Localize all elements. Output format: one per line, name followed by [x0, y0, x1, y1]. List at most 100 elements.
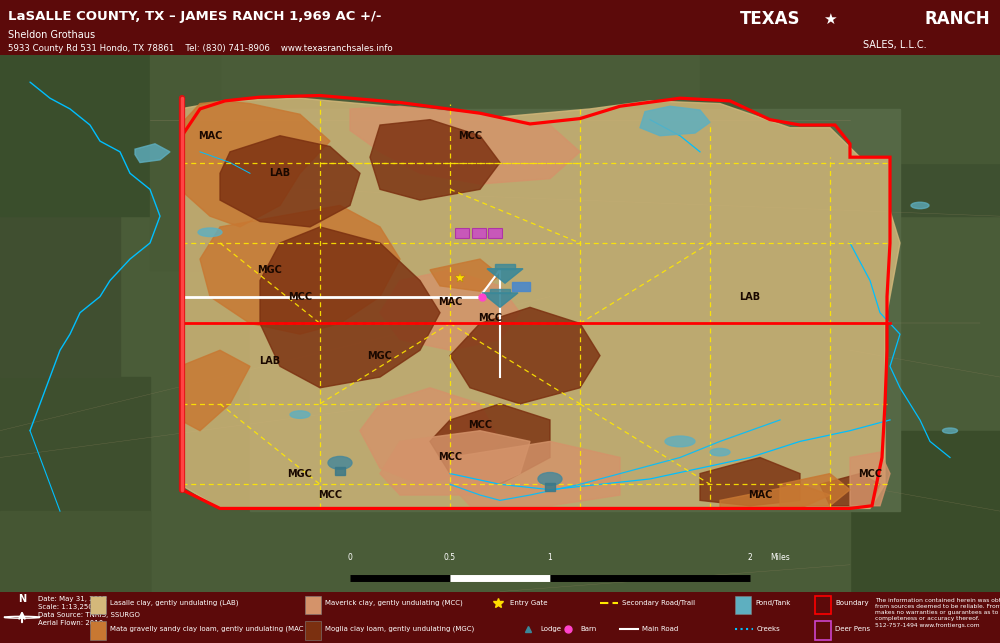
Bar	[335, 467, 345, 475]
Polygon shape	[720, 484, 830, 509]
Circle shape	[538, 473, 562, 485]
Text: LAB: LAB	[739, 292, 761, 302]
Text: Creeks: Creeks	[757, 626, 781, 631]
Text: MGC: MGC	[258, 265, 282, 275]
Text: MAC: MAC	[198, 131, 222, 141]
Text: N: N	[18, 594, 26, 604]
Polygon shape	[260, 227, 440, 388]
Bar	[472, 228, 486, 238]
Text: Lasalle clay, gently undulating (LAB): Lasalle clay, gently undulating (LAB)	[110, 600, 239, 606]
Ellipse shape	[911, 203, 929, 209]
Bar	[455, 228, 469, 238]
Polygon shape	[850, 55, 1000, 216]
Polygon shape	[380, 431, 530, 495]
Bar	[545, 484, 555, 491]
Bar	[815, 621, 831, 640]
Polygon shape	[180, 101, 330, 227]
Ellipse shape	[942, 428, 958, 433]
Text: Pond/Tank: Pond/Tank	[755, 600, 790, 606]
Text: MAC: MAC	[748, 490, 772, 500]
Bar	[735, 595, 751, 614]
Text: MCC: MCC	[478, 313, 502, 323]
Polygon shape	[640, 106, 710, 136]
Ellipse shape	[290, 411, 310, 419]
Text: Deer Pens: Deer Pens	[835, 626, 870, 631]
Text: LaSALLE COUNTY, TX – JAMES RANCH 1,969 AC +/-: LaSALLE COUNTY, TX – JAMES RANCH 1,969 A…	[8, 10, 382, 23]
Polygon shape	[180, 98, 900, 509]
Polygon shape	[380, 270, 520, 350]
Polygon shape	[850, 452, 890, 506]
Text: 0.5: 0.5	[444, 553, 456, 562]
Text: TEXAS: TEXAS	[740, 10, 800, 28]
Text: Boundary: Boundary	[835, 600, 869, 606]
Polygon shape	[250, 109, 900, 511]
Text: SALES, L.L.C.: SALES, L.L.C.	[863, 41, 927, 50]
Text: MGC: MGC	[288, 469, 312, 478]
Polygon shape	[360, 388, 500, 484]
Text: Moglia clay loam, gently undulating (MGC): Moglia clay loam, gently undulating (MGC…	[325, 626, 474, 632]
Ellipse shape	[198, 228, 222, 237]
Polygon shape	[370, 120, 500, 200]
Text: LAB: LAB	[269, 168, 291, 178]
Polygon shape	[700, 55, 1000, 163]
Text: Lodge: Lodge	[540, 626, 561, 631]
Bar	[815, 595, 831, 614]
Text: Mata gravelly sandy clay loam, gently undulating (MAC: Mata gravelly sandy clay loam, gently un…	[110, 626, 304, 632]
Text: Entry Gate: Entry Gate	[510, 600, 548, 606]
Bar	[305, 595, 321, 614]
Polygon shape	[350, 106, 580, 184]
Text: Date: May 31, 2012
Scale: 1:13,250
Data Source: TNRIS, SSURGO
Aerial Flown: 2010: Date: May 31, 2012 Scale: 1:13,250 Data …	[38, 595, 140, 626]
Bar	[90, 621, 106, 640]
Bar	[490, 289, 510, 293]
Polygon shape	[780, 474, 850, 506]
Text: 1: 1	[548, 553, 552, 562]
Text: Secondary Road/Trail: Secondary Road/Trail	[622, 600, 695, 606]
Polygon shape	[200, 206, 400, 334]
Polygon shape	[482, 293, 518, 307]
Polygon shape	[820, 474, 880, 506]
Bar	[512, 282, 530, 291]
Polygon shape	[430, 259, 500, 291]
Polygon shape	[135, 144, 170, 163]
Text: LAB: LAB	[259, 356, 281, 366]
Text: MCC: MCC	[438, 453, 462, 462]
Text: MAC: MAC	[438, 297, 462, 307]
Text: Main Road: Main Road	[642, 626, 678, 631]
Polygon shape	[150, 55, 220, 270]
Text: Miles: Miles	[770, 553, 790, 562]
Polygon shape	[0, 55, 120, 377]
Bar	[495, 264, 515, 269]
Text: MCC: MCC	[288, 292, 312, 302]
Text: 5933 County Rd 531 Hondo, TX 78861    Tel: (830) 741-8906    www.texasranchsales: 5933 County Rd 531 Hondo, TX 78861 Tel: …	[8, 44, 393, 53]
Polygon shape	[450, 441, 620, 506]
Polygon shape	[0, 377, 150, 592]
Text: MCC: MCC	[318, 490, 342, 500]
Polygon shape	[487, 269, 523, 283]
Text: Maverick clay, gently undulating (MCC): Maverick clay, gently undulating (MCC)	[325, 600, 463, 606]
Text: RANCH: RANCH	[924, 10, 990, 28]
Text: 0: 0	[348, 553, 352, 562]
Text: MGC: MGC	[368, 350, 392, 361]
Polygon shape	[430, 404, 550, 484]
Text: MCC: MCC	[858, 469, 882, 478]
Bar	[90, 595, 106, 614]
Polygon shape	[700, 458, 800, 506]
Text: ★: ★	[823, 12, 837, 27]
Text: MCC: MCC	[458, 131, 482, 141]
Bar	[488, 228, 502, 238]
Text: 2: 2	[748, 553, 752, 562]
Polygon shape	[450, 307, 600, 404]
Polygon shape	[0, 55, 150, 216]
Polygon shape	[850, 431, 1000, 592]
Polygon shape	[700, 484, 850, 592]
Ellipse shape	[665, 436, 695, 447]
Text: Sheldon Grothaus: Sheldon Grothaus	[8, 30, 95, 40]
Ellipse shape	[710, 448, 730, 456]
Text: MCC: MCC	[468, 421, 492, 430]
Polygon shape	[0, 511, 150, 592]
Text: Barn: Barn	[580, 626, 596, 631]
Circle shape	[328, 457, 352, 469]
Polygon shape	[220, 136, 360, 227]
Bar	[305, 621, 321, 640]
Polygon shape	[180, 350, 250, 431]
